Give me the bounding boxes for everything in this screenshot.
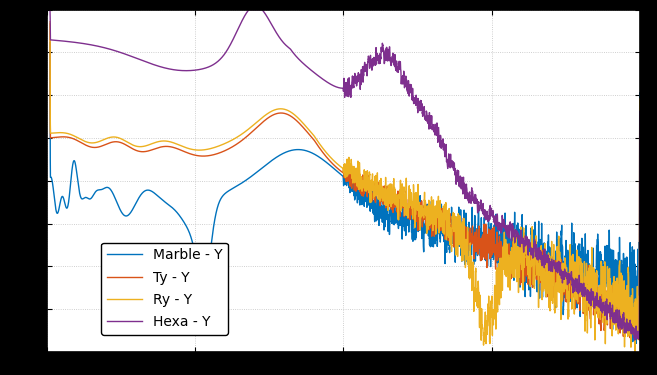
Ty - Y [588, 283, 596, 287]
Ry - Y [588, 302, 596, 306]
Legend: Marble - Y, Ty - Y, Ry - Y, Hexa - Y: Marble - Y, Ty - Y, Ry - Y, Hexa - Y [101, 243, 228, 335]
Line: Hexa - Y: Hexa - Y [50, 10, 640, 340]
Ry - Y [46, 20, 54, 24]
Ty - Y [298, 124, 306, 129]
Ry - Y [631, 350, 639, 354]
Ty - Y [618, 301, 625, 306]
Ty - Y [474, 237, 482, 242]
Marble - Y [294, 147, 302, 152]
Marble - Y [588, 271, 596, 275]
Marble - Y [327, 163, 334, 168]
Line: Marble - Y: Marble - Y [50, 42, 640, 343]
Ry - Y [298, 120, 306, 125]
Hexa - Y [46, 8, 54, 12]
Ry - Y [327, 155, 334, 159]
Hexa - Y [631, 338, 639, 342]
Hexa - Y [588, 295, 596, 299]
Marble - Y [46, 40, 54, 45]
Ty - Y [46, 22, 54, 26]
Marble - Y [298, 148, 306, 152]
Line: Ry - Y: Ry - Y [50, 22, 640, 352]
Ry - Y [618, 316, 625, 320]
Hexa - Y [327, 82, 334, 86]
Hexa - Y [618, 327, 625, 332]
Hexa - Y [636, 109, 644, 114]
Hexa - Y [294, 56, 302, 60]
Ty - Y [635, 338, 643, 342]
Ry - Y [294, 116, 302, 120]
Marble - Y [633, 341, 641, 345]
Marble - Y [474, 202, 482, 206]
Hexa - Y [298, 60, 306, 65]
Hexa - Y [474, 202, 482, 207]
Ty - Y [636, 105, 644, 109]
Ry - Y [474, 283, 482, 287]
Marble - Y [636, 91, 644, 95]
Line: Ty - Y: Ty - Y [50, 24, 640, 340]
Ry - Y [636, 97, 644, 101]
Ty - Y [327, 159, 334, 164]
Ty - Y [294, 120, 302, 124]
Marble - Y [618, 258, 625, 262]
